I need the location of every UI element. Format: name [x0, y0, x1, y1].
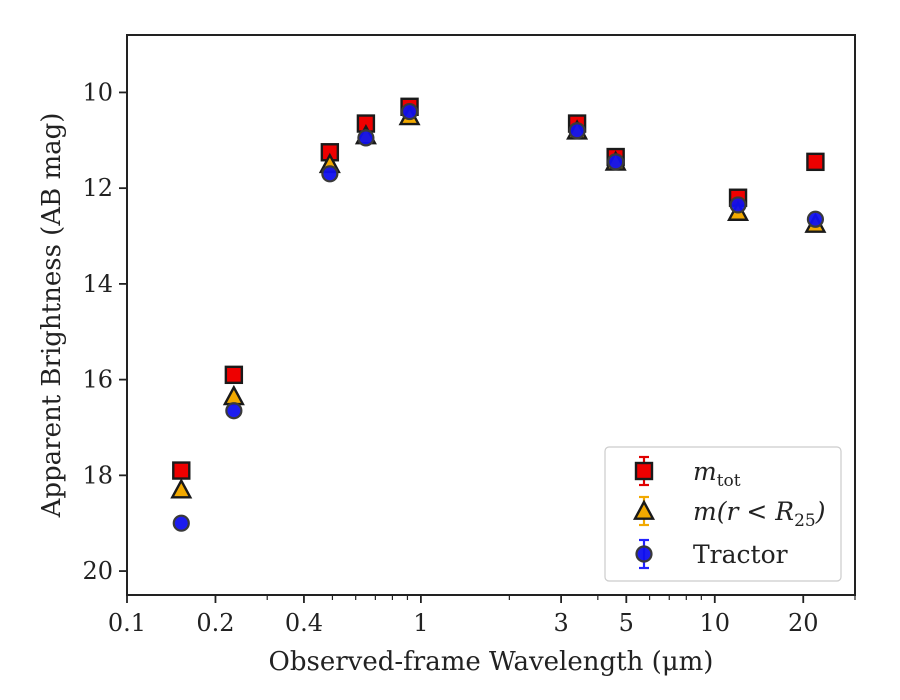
point-triangle [222, 384, 245, 406]
legend-label: mtot [693, 457, 741, 491]
point-square [172, 461, 191, 480]
point-circle [729, 196, 747, 214]
point-square [806, 152, 825, 172]
y-tick-label: 12 [82, 174, 113, 202]
legend-label: Tractor [693, 540, 788, 569]
point-circle [400, 102, 419, 121]
legend: mtot m(r < R25) Tractor [604, 446, 842, 582]
x-tick-label: 0.2 [196, 609, 234, 637]
y-tick-label: 14 [82, 270, 113, 298]
x-tick-label: 10 [700, 609, 731, 637]
point-circle [357, 129, 375, 147]
y-tick-label: 18 [82, 461, 113, 489]
data-marks [170, 97, 827, 532]
point-circle [607, 153, 625, 171]
x-axis-label: Observed-frame Wavelength (μm) [269, 647, 714, 677]
legend-label-main: m [693, 457, 717, 486]
point-square [224, 365, 244, 385]
series-square [172, 97, 825, 480]
x-tick-label: 3 [553, 609, 568, 637]
series-triangle [170, 104, 827, 499]
point-circle [321, 165, 339, 183]
x-tick-label: 0.4 [285, 609, 323, 637]
legend-marker-square [634, 461, 654, 481]
x-tick-label: 5 [619, 609, 634, 637]
legend-label-subscript: 25 [794, 511, 816, 531]
x-axis: 0.1 0.2 0.4 1 3 5 10 20 [108, 595, 856, 637]
legend-label-subscript: tot [717, 471, 741, 491]
legend-label-close: ) [815, 497, 826, 526]
legend-label: m(r < R25) [693, 497, 825, 531]
y-tick-label: 10 [82, 78, 113, 106]
point-circle [225, 402, 243, 420]
plot-frame [126, 34, 856, 596]
legend-label-main: m(r < R [693, 497, 794, 526]
x-tick-label: 20 [788, 609, 819, 637]
legend-marker-circle [635, 545, 653, 563]
legend-marker-triangle [632, 499, 656, 520]
y-axis: 10 12 14 16 18 20 [82, 78, 127, 585]
point-circle [806, 210, 825, 228]
x-tick-label: 1 [413, 609, 428, 637]
y-axis-label: Apparent Brightness (AB mag) [37, 113, 67, 519]
series-circle [172, 102, 825, 532]
point-triangle [170, 478, 193, 499]
point-circle [172, 514, 190, 532]
y-tick-label: 16 [82, 366, 113, 394]
x-tick-label: 0.1 [108, 609, 146, 637]
y-tick-label: 20 [82, 557, 113, 585]
point-circle [568, 122, 586, 140]
legend-box [604, 446, 842, 582]
